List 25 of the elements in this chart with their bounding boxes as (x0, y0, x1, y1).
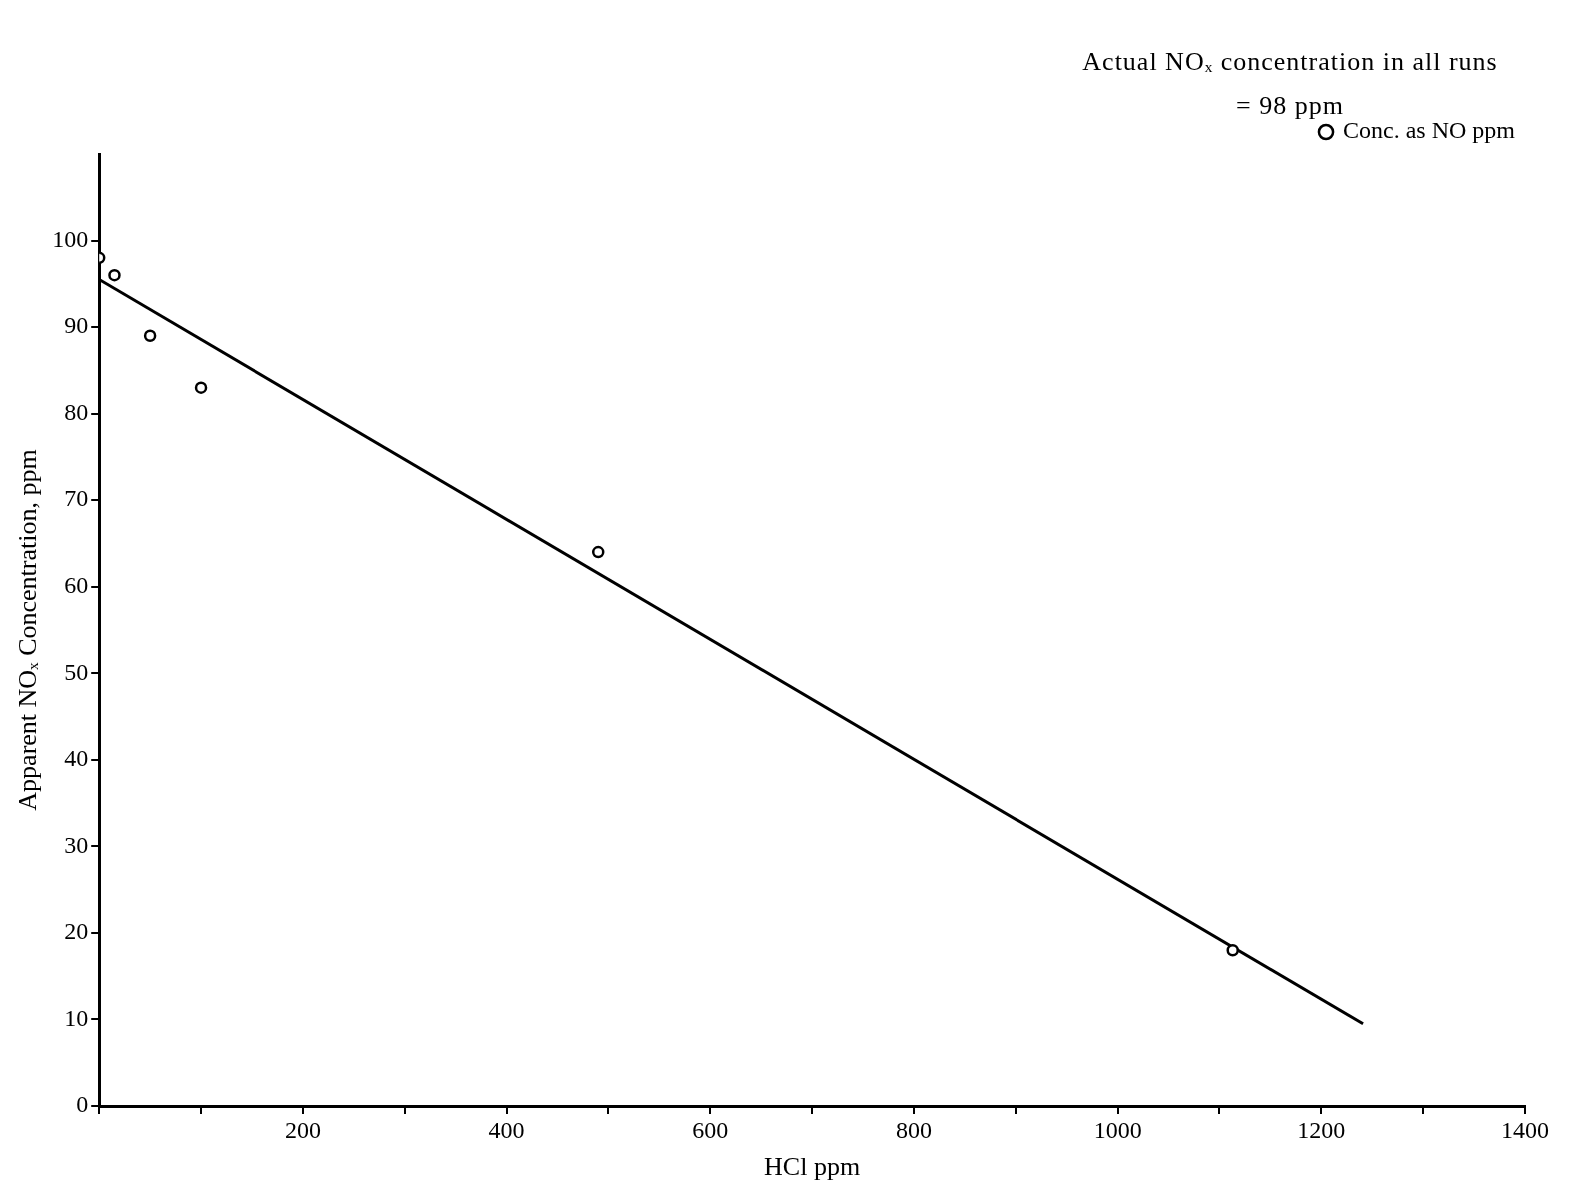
x-tick-label: 600 (692, 1116, 729, 1143)
y-tick-label: 40 (64, 745, 89, 772)
x-tick-label: 800 (895, 1116, 932, 1143)
y-tick-label: 70 (64, 485, 89, 512)
point (591, 545, 605, 559)
point (108, 268, 121, 282)
y-tick-label: 100 (52, 225, 89, 252)
point (1226, 943, 1239, 957)
y-axis-title: Apparent NOₓ Concentration, ppm (13, 449, 43, 811)
point (143, 329, 157, 342)
x-tick-label: 1000 (1093, 1116, 1142, 1143)
y-tick-label: 60 (64, 572, 89, 599)
x-tick-label: 1200 (1297, 1116, 1346, 1143)
y-tick-label: 80 (64, 398, 89, 425)
x-axis-title: HCl ppm (764, 1152, 861, 1182)
y-tick-label: 90 (64, 312, 89, 339)
x-tick-label: 200 (284, 1116, 321, 1143)
y-tick-label: 0 (76, 1091, 89, 1118)
y-tick-label: 20 (64, 918, 89, 945)
point (194, 381, 208, 394)
y-tick-label: 10 (64, 1004, 89, 1031)
x-tick-label: 1400 (1501, 1116, 1549, 1143)
x-tick-label: 400 (488, 1116, 525, 1143)
y-tick-label: 30 (64, 831, 89, 858)
y-tick-label: 50 (64, 658, 89, 685)
